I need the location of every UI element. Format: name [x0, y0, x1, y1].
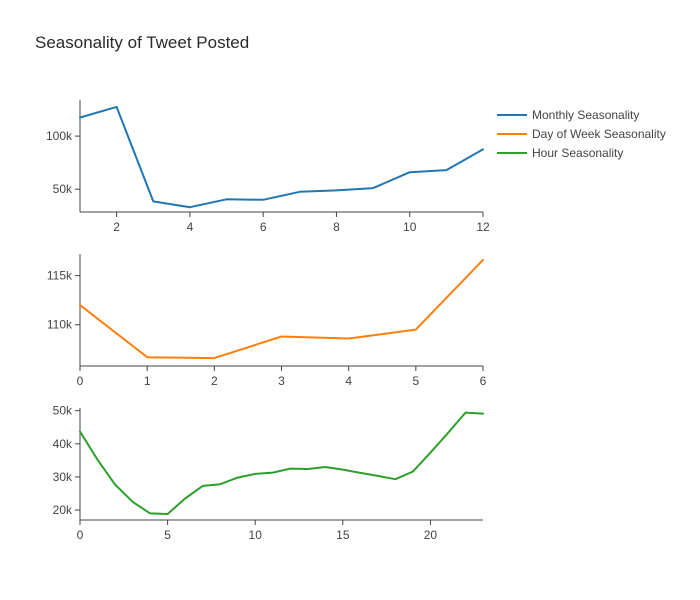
subplot-1: 2 4 6 8 10 12 50k 100k	[46, 100, 490, 234]
x-tick-label: 4	[345, 374, 352, 388]
legend: Monthly Seasonality Day of Week Seasonali…	[497, 108, 666, 160]
chart-title: Seasonality of Tweet Posted	[35, 33, 250, 52]
series-line-3	[79, 411, 484, 515]
legend-label: Monthly Seasonality	[532, 108, 639, 122]
legend-label: Hour Seasonality	[532, 146, 623, 160]
subplot-3: 0 5 10 15 20 20k 30k 40k 50k	[53, 404, 484, 542]
y-tick-label: 50k	[53, 404, 73, 418]
series-line-1	[79, 105, 484, 209]
x-tick-label: 12	[476, 220, 490, 234]
y-tick-label: 40k	[53, 437, 73, 451]
x-tick-label: 8	[333, 220, 340, 234]
y-tick-label: 50k	[53, 182, 73, 196]
x-tick-label: 5	[164, 528, 171, 542]
x-tick-label: 2	[113, 220, 120, 234]
y-tick-label: 115k	[47, 269, 73, 283]
x-tick-label: 1	[144, 374, 151, 388]
x-tick-label: 0	[77, 374, 84, 388]
subplot-2: 0 1 2 3 4 5 6 110k 115k	[47, 254, 487, 388]
x-tick-label: 10	[249, 528, 263, 542]
y-tick-label: 110k	[47, 318, 73, 332]
series-line-2	[79, 258, 484, 360]
x-tick-label: 15	[336, 528, 350, 542]
y-tick-label: 20k	[53, 503, 73, 517]
x-tick-label: 4	[187, 220, 194, 234]
x-tick-label: 10	[403, 220, 417, 234]
x-tick-label: 5	[412, 374, 419, 388]
x-tick-label: 6	[480, 374, 487, 388]
legend-label: Day of Week Seasonality	[532, 127, 666, 141]
x-tick-label: 6	[260, 220, 267, 234]
x-tick-label: 20	[424, 528, 438, 542]
x-tick-label: 0	[77, 528, 84, 542]
y-tick-label: 30k	[53, 470, 73, 484]
x-tick-label: 2	[211, 374, 218, 388]
y-tick-label: 100k	[46, 129, 73, 143]
x-tick-label: 3	[278, 374, 285, 388]
